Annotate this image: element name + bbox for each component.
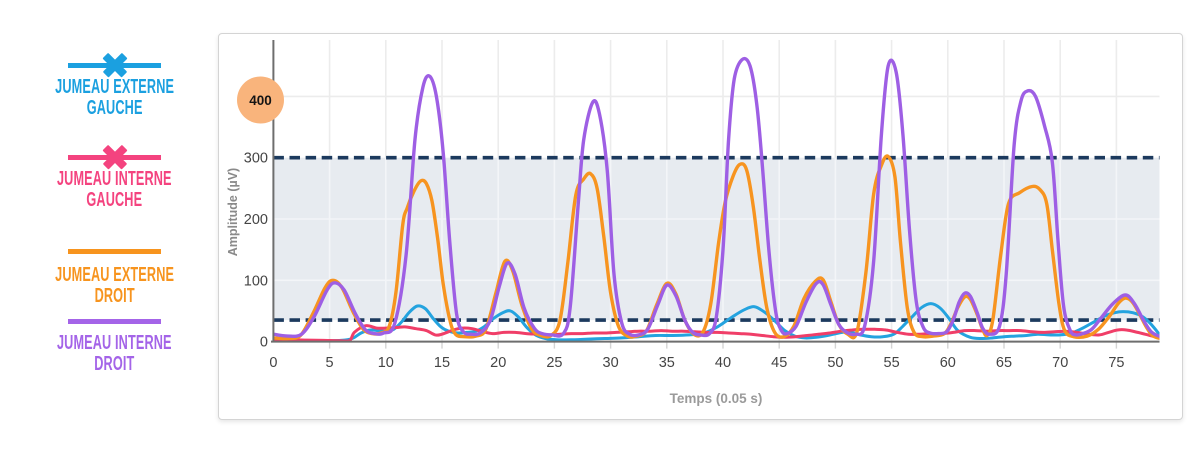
svg-text:50: 50: [827, 355, 843, 371]
svg-text:55: 55: [884, 355, 900, 371]
svg-text:0: 0: [269, 355, 277, 371]
svg-text:65: 65: [996, 355, 1012, 371]
svg-text:15: 15: [434, 355, 450, 371]
svg-text:5: 5: [326, 355, 334, 371]
svg-text:400: 400: [249, 93, 272, 108]
svg-text:25: 25: [546, 355, 562, 371]
svg-text:45: 45: [771, 355, 787, 371]
svg-text:100: 100: [244, 273, 268, 289]
svg-text:300: 300: [244, 151, 268, 167]
svg-text:75: 75: [1108, 355, 1124, 371]
svg-text:0: 0: [260, 335, 268, 351]
svg-text:10: 10: [378, 355, 394, 371]
svg-text:70: 70: [1052, 355, 1068, 371]
svg-text:40: 40: [715, 355, 731, 371]
svg-text:Amplitude (µV): Amplitude (µV): [226, 168, 240, 256]
svg-text:35: 35: [659, 355, 675, 371]
svg-text:60: 60: [940, 355, 956, 371]
svg-text:20: 20: [490, 355, 506, 371]
svg-text:200: 200: [244, 212, 268, 228]
svg-text:Temps (0.05 s): Temps (0.05 s): [670, 391, 763, 406]
svg-text:30: 30: [603, 355, 619, 371]
